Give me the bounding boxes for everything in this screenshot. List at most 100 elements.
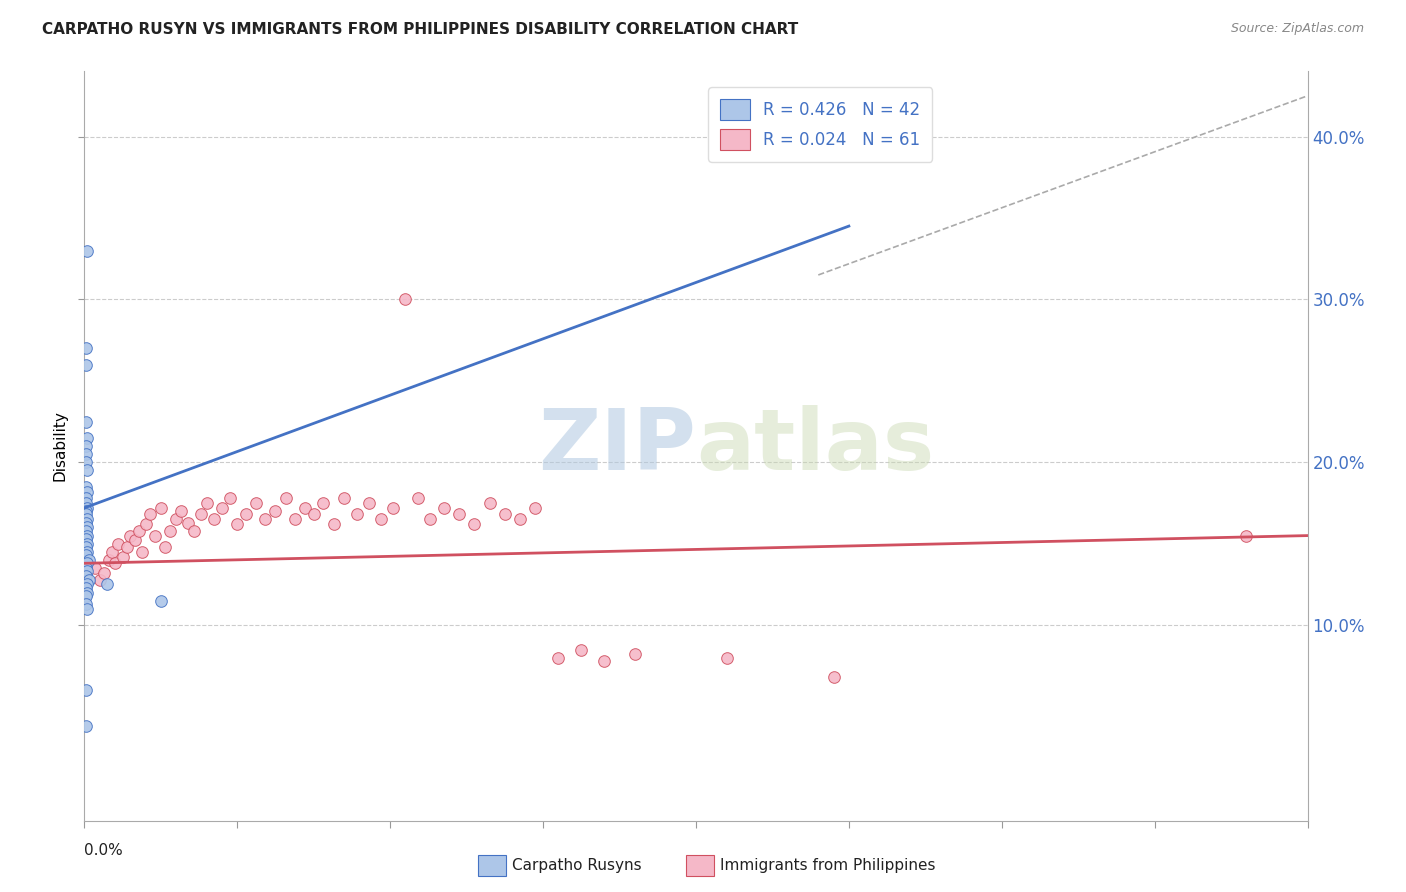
Point xyxy=(128,524,150,538)
Y-axis label: Disability: Disability xyxy=(52,410,67,482)
Point xyxy=(75,581,97,595)
Text: atlas: atlas xyxy=(696,404,934,488)
Text: 0.0%: 0.0% xyxy=(84,843,124,858)
Point xyxy=(235,508,257,522)
Point xyxy=(149,500,172,515)
Point xyxy=(183,524,205,538)
Point xyxy=(75,548,97,562)
Point xyxy=(478,496,501,510)
Point xyxy=(76,463,98,477)
Point xyxy=(104,556,127,570)
Point xyxy=(494,508,516,522)
Text: Carpatho Rusyns: Carpatho Rusyns xyxy=(512,858,641,872)
Point xyxy=(190,508,212,522)
Point xyxy=(406,491,429,505)
Point xyxy=(447,508,470,522)
Point xyxy=(170,504,193,518)
Point xyxy=(75,415,97,429)
Point xyxy=(76,431,98,445)
Point xyxy=(202,512,225,526)
Point xyxy=(120,528,142,542)
Point xyxy=(76,545,98,559)
Point xyxy=(97,553,120,567)
Point xyxy=(77,573,100,587)
Point xyxy=(463,517,485,532)
Point xyxy=(195,496,218,510)
Point xyxy=(624,648,647,662)
Point xyxy=(419,512,441,526)
Point xyxy=(89,573,111,587)
Text: ZIP: ZIP xyxy=(538,404,696,488)
Point xyxy=(75,719,97,733)
Point xyxy=(76,500,98,515)
Text: CARPATHO RUSYN VS IMMIGRANTS FROM PHILIPPINES DISABILITY CORRELATION CHART: CARPATHO RUSYN VS IMMIGRANTS FROM PHILIP… xyxy=(42,22,799,37)
Point xyxy=(333,491,356,505)
Point xyxy=(149,593,172,607)
Point xyxy=(75,508,97,522)
Point xyxy=(394,293,416,307)
Point xyxy=(276,491,298,505)
Point xyxy=(75,341,97,355)
Point xyxy=(131,545,153,559)
Point xyxy=(76,556,98,570)
Point xyxy=(76,528,98,542)
Point xyxy=(76,244,98,258)
Point xyxy=(75,491,97,505)
Point xyxy=(226,517,249,532)
Point xyxy=(823,670,845,684)
Point xyxy=(75,589,97,603)
Point xyxy=(76,512,98,526)
Point xyxy=(211,500,233,515)
Point xyxy=(75,561,97,575)
Point xyxy=(177,516,200,530)
Point xyxy=(76,520,98,534)
Point xyxy=(322,517,344,532)
Point xyxy=(253,512,276,526)
Point xyxy=(75,524,97,538)
Point xyxy=(294,500,316,515)
Point xyxy=(75,516,97,530)
Point xyxy=(75,480,97,494)
Point xyxy=(218,491,240,505)
Point xyxy=(115,540,138,554)
Point xyxy=(165,512,187,526)
Point xyxy=(93,566,115,580)
Point xyxy=(75,439,97,453)
Point xyxy=(75,358,97,372)
Point xyxy=(135,517,157,532)
Point xyxy=(101,545,124,559)
Point xyxy=(76,585,98,599)
Point xyxy=(346,508,368,522)
Point xyxy=(77,553,100,567)
Point xyxy=(716,650,738,665)
Point xyxy=(433,500,456,515)
Point xyxy=(143,528,166,542)
Point xyxy=(75,455,97,469)
Point xyxy=(75,504,97,518)
Point xyxy=(111,549,134,564)
Point xyxy=(245,496,267,510)
Point xyxy=(75,683,97,698)
Point xyxy=(96,577,118,591)
Point xyxy=(75,532,97,546)
Point xyxy=(155,540,177,554)
Point xyxy=(75,447,97,461)
Point xyxy=(75,496,97,510)
Point xyxy=(370,512,392,526)
Point xyxy=(75,597,97,611)
Point xyxy=(547,650,569,665)
Point xyxy=(75,569,97,583)
Legend: R = 0.426   N = 42, R = 0.024   N = 61: R = 0.426 N = 42, R = 0.024 N = 61 xyxy=(709,87,932,161)
Point xyxy=(76,484,98,499)
Point xyxy=(593,654,616,668)
Point xyxy=(124,533,146,548)
Point xyxy=(75,540,97,554)
Point xyxy=(312,496,335,510)
Point xyxy=(524,500,547,515)
Point xyxy=(159,524,181,538)
Point xyxy=(139,508,162,522)
Point xyxy=(357,496,380,510)
Point xyxy=(76,565,98,579)
Point xyxy=(1236,528,1258,542)
Point xyxy=(382,500,405,515)
